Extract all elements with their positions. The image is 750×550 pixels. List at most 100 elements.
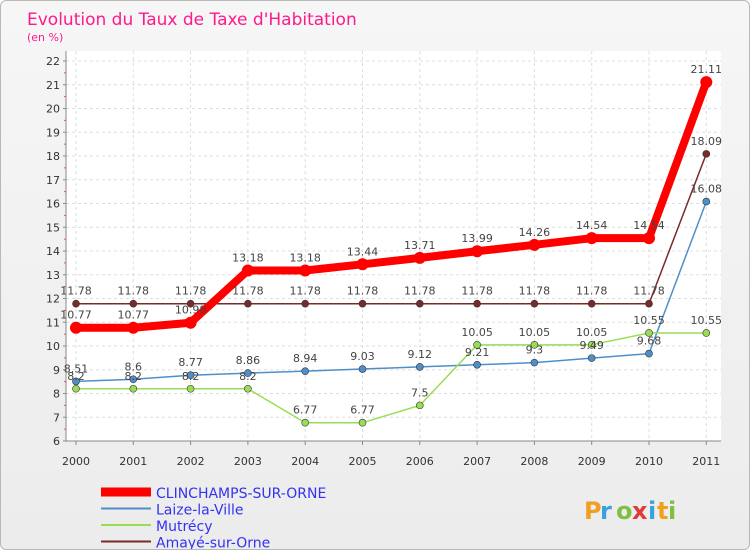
data-point <box>473 299 481 308</box>
data-point <box>415 299 424 308</box>
data-point <box>587 341 596 349</box>
data-label: 8.51 <box>64 362 89 375</box>
x-tick-label: 2010 <box>635 455 663 468</box>
data-label: 11.78 <box>289 285 321 298</box>
x-tick-label: 2003 <box>234 455 262 468</box>
data-label: 11.78 <box>60 285 92 298</box>
data-point <box>415 401 424 410</box>
data-label: 9.21 <box>465 346 490 359</box>
series-3 <box>72 150 711 308</box>
chart-subtitle: (en %) <box>27 31 63 44</box>
data-point <box>413 251 426 264</box>
data-label: 13.18 <box>289 251 321 264</box>
data-label: 18.09 <box>691 135 723 148</box>
data-label: 11.78 <box>461 285 493 298</box>
logo-letter: i <box>668 497 676 525</box>
series-line <box>75 153 708 305</box>
x-tick-label: 2000 <box>62 455 90 468</box>
plot-background <box>66 51 721 441</box>
data-point <box>301 367 310 375</box>
x-tick-label: 2006 <box>406 455 434 468</box>
x-tick-label: 2005 <box>349 455 377 468</box>
data-label: 10.05 <box>461 326 493 339</box>
legend-label: Laize-la-Ville <box>156 503 244 519</box>
y-tick-label: 21 <box>46 79 60 92</box>
data-label: 8.2 <box>182 370 200 383</box>
y-tick-label: 20 <box>46 103 60 116</box>
legend-item-1: Laize-la-Ville <box>101 503 244 519</box>
data-label: 14.54 <box>576 219 608 232</box>
logo-letter: t <box>657 497 668 525</box>
data-label: 13.18 <box>232 251 264 264</box>
y-tick-label: 22 <box>46 55 60 68</box>
y-tick-label: 7 <box>53 411 60 424</box>
x-tick-label: 2011 <box>692 455 720 468</box>
data-point <box>585 232 598 245</box>
series-line <box>72 78 711 332</box>
data-label: 10.77 <box>118 309 150 322</box>
data-point <box>70 321 82 334</box>
data-point <box>587 299 596 308</box>
data-point <box>72 377 80 386</box>
data-label: 11.78 <box>232 285 264 298</box>
data-point <box>186 371 195 380</box>
logo-letter: x <box>632 497 648 525</box>
data-label: 10.05 <box>519 326 551 339</box>
data-label: 9.3 <box>526 344 544 357</box>
data-label: 11.78 <box>175 285 207 298</box>
legend-label: Amayé-sur-Orne <box>156 536 270 550</box>
legend-label: Mutrécy <box>156 519 213 535</box>
data-point <box>702 150 711 158</box>
data-label: 13.99 <box>461 232 493 245</box>
data-point <box>186 384 195 393</box>
data-label: 11.78 <box>347 285 379 298</box>
data-point <box>244 369 252 377</box>
data-point <box>301 299 310 308</box>
series-line <box>75 200 708 383</box>
data-point <box>702 329 711 337</box>
series-1 <box>72 197 711 386</box>
data-label: 11.78 <box>576 285 608 298</box>
data-point <box>129 384 138 393</box>
data-label: 6.77 <box>293 404 318 417</box>
legend: CLINCHAMPS-SUR-ORNELaize-la-VilleMutrécy… <box>101 486 326 550</box>
y-tick-label: 8 <box>53 388 60 401</box>
legend-label: CLINCHAMPS-SUR-ORNE <box>156 486 326 502</box>
y-tick-label: 9 <box>53 364 60 377</box>
labels-1: 8.51 8.6 8.77 8.86 8.94 9.03 9.12 9.21 9.3 9.49 9.… <box>64 183 722 376</box>
plot-area <box>66 51 721 441</box>
data-label: 9.49 <box>579 339 604 352</box>
data-point <box>530 299 539 308</box>
data-point <box>587 354 596 362</box>
y-tick-label: 11 <box>46 316 60 329</box>
data-point <box>645 299 653 308</box>
data-label: 11.78 <box>404 285 436 298</box>
data-point <box>473 360 481 369</box>
data-point <box>471 245 484 258</box>
y-tick-label: 14 <box>46 245 60 258</box>
data-point <box>643 232 655 245</box>
data-point <box>244 384 252 393</box>
data-label: 14.54 <box>633 219 665 232</box>
labels-3: 11.78 11.78 11.78 11.78 11.78 11.78 11.78 11.78… <box>60 135 722 298</box>
data-label: 11.78 <box>633 285 665 298</box>
data-point <box>301 418 310 427</box>
legend-item-3: Amayé-sur-Orne <box>101 536 270 550</box>
logo-letter: o <box>616 497 633 525</box>
legend-item-0: CLINCHAMPS-SUR-ORNE <box>101 486 326 502</box>
axes: 6 7 8 9 10 11 12 13 14 15 16 17 18 19 20 21 22 2000 2001 20… <box>46 51 721 468</box>
labels-2: 8.2 8.2 8.2 8.2 6.77 6.77 7.5 10.05 10.05 10.05 10… <box>67 314 722 417</box>
data-point <box>299 264 312 277</box>
data-label: 10.55 <box>633 314 665 327</box>
data-point <box>358 418 367 427</box>
data-label: 10.98 <box>175 304 207 317</box>
data-label: 13.71 <box>404 239 436 252</box>
series-line <box>75 332 708 424</box>
data-point <box>129 375 138 384</box>
data-label: 13.44 <box>347 245 379 258</box>
data-label: 8.2 <box>67 370 85 383</box>
data-point <box>129 299 138 308</box>
x-tick-label: 2007 <box>463 455 491 468</box>
legend-item-2: Mutrécy <box>101 519 213 535</box>
